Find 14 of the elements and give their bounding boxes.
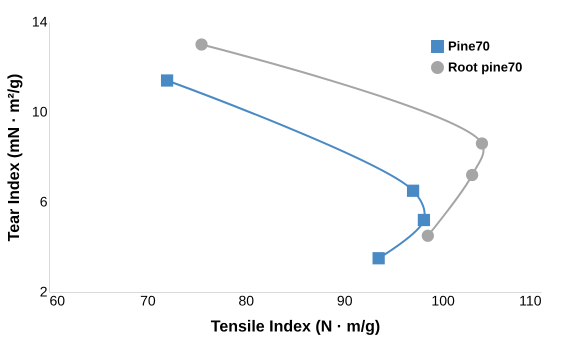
x-tick-label: 110 [519,292,542,308]
legend-label: Root pine70 [448,60,522,74]
y-tick-label: 6 [40,194,48,210]
x-tick-label: 70 [140,292,156,308]
x-tick-label: 80 [238,292,254,308]
legend-label: Pine70 [448,38,490,54]
y-tick-label: 10 [32,104,48,120]
x-axis-title: Tensile Index (N · m/g) [210,318,380,336]
y-tick-label: 14 [32,14,48,30]
x-tick-label: 90 [336,292,353,308]
x-tick-label: 100 [431,292,455,308]
y-tick-label: 2 [40,284,48,300]
y-axis-title: Tear Index (mN · m²/g) [6,74,23,242]
x-tick-label: 60 [50,292,66,308]
